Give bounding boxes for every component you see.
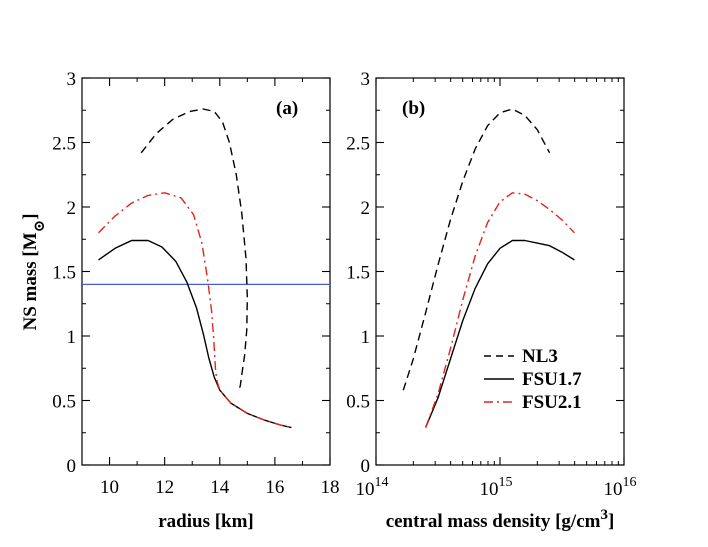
series-fsu2.1-line bbox=[98, 192, 292, 429]
series-nl3-line bbox=[402, 108, 551, 391]
x-tick-label: 1014 bbox=[356, 475, 389, 500]
x-title-text: central mass density [g/cm bbox=[386, 511, 601, 532]
legend-label-fsu1.7: FSU1.7 bbox=[522, 369, 582, 390]
legend-label-nl3: NL3 bbox=[522, 346, 558, 367]
series-fsu1.7-line bbox=[424, 239, 575, 428]
series-fsu2.1-line bbox=[424, 192, 575, 428]
panel-b-y-ticks: 0 0.5 1 1.5 2 2.5 3 bbox=[346, 69, 624, 477]
x-tick-label: 1015 bbox=[480, 475, 513, 500]
x-tick-label: 12 bbox=[155, 477, 174, 498]
y-tick-label: 1.5 bbox=[52, 263, 76, 284]
y-tick-label: 1.5 bbox=[346, 263, 370, 284]
legend-label-fsu2.1: FSU2.1 bbox=[522, 392, 582, 413]
y-tick-label: 0.5 bbox=[346, 392, 370, 413]
y-tick-label: 0 bbox=[361, 456, 371, 477]
y-tick-label: 2.5 bbox=[346, 134, 370, 155]
y-tick-label: 1 bbox=[67, 327, 77, 348]
panel-b: 0 0.5 1 1.5 2 2.5 3 1014 1015 1016 (b) central m… bbox=[346, 69, 636, 532]
x-tick-label: 18 bbox=[321, 477, 340, 498]
panel-a-y-ticks: 0 0.5 1 1.5 2 2.5 3 bbox=[52, 69, 330, 477]
y-title-text: NS mass [M bbox=[20, 232, 41, 330]
y-title-close: ] bbox=[20, 213, 41, 219]
series-nl3-line bbox=[140, 108, 249, 391]
panel-b-x-axis-title: central mass density [g/cm3] bbox=[386, 507, 615, 532]
y-tick-label: 0 bbox=[67, 456, 77, 477]
y-tick-label: 2.5 bbox=[52, 134, 76, 155]
series-fsu1.7-line bbox=[98, 239, 292, 429]
x-tick-label: 16 bbox=[265, 477, 284, 498]
y-tick-label: 1 bbox=[361, 327, 371, 348]
panel-a-y-axis-title: NS mass [M⊙] bbox=[20, 213, 48, 330]
sun-symbol: ⊙ bbox=[32, 220, 48, 233]
x-tick-label: 14 bbox=[210, 477, 230, 498]
panel-b-x-ticks: 1014 1015 1016 bbox=[356, 78, 637, 500]
panel-b-label: (b) bbox=[402, 98, 425, 119]
x-tick-label: 10 bbox=[100, 477, 119, 498]
y-tick-label: 3 bbox=[361, 69, 371, 90]
x-title-close: ] bbox=[608, 511, 614, 532]
x-tick-label: 1016 bbox=[604, 475, 637, 500]
y-tick-label: 2 bbox=[361, 198, 371, 219]
panel-a-label: (a) bbox=[276, 98, 298, 119]
x-title-sup: 3 bbox=[600, 507, 608, 523]
y-tick-label: 0.5 bbox=[52, 392, 76, 413]
panel-a-x-axis-title: radius [km] bbox=[158, 511, 254, 532]
panel-b-frame bbox=[375, 77, 625, 466]
y-tick-label: 2 bbox=[67, 198, 77, 219]
panel-a: 0 0.5 1 1.5 2 2.5 3 10 12 14 16 18 (a) NS mass [M⊙… bbox=[20, 69, 340, 532]
panel-b-series bbox=[402, 108, 575, 428]
panel-a-series bbox=[82, 108, 330, 429]
panel-a-x-ticks: 10 12 14 16 18 bbox=[81, 78, 340, 498]
y-tick-label: 3 bbox=[67, 69, 77, 90]
